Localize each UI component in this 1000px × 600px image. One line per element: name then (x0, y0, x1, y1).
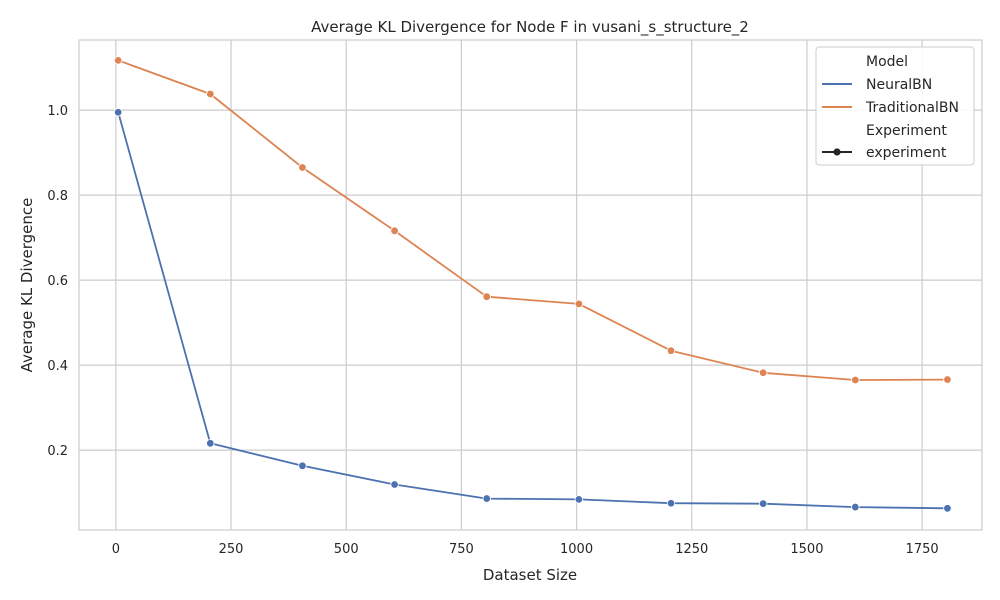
legend-marker-experiment (833, 148, 841, 156)
data-point-neuralbn (206, 439, 215, 448)
x-tick-label: 1000 (560, 542, 593, 557)
x-tick-label: 0 (112, 542, 120, 557)
data-point-traditionalbn (574, 299, 584, 309)
x-tick-label: 250 (219, 542, 244, 557)
data-point-traditionalbn (943, 375, 952, 384)
data-point-neuralbn (390, 480, 399, 489)
series-line-traditionalbn (117, 59, 948, 381)
chart-title: Average KL Divergence for Node F in vusa… (311, 18, 749, 37)
x-tick-label: 1750 (906, 542, 939, 557)
series-layer (113, 56, 952, 513)
data-point-traditionalbn (298, 163, 307, 172)
data-point-traditionalbn (482, 292, 491, 301)
y-tick-label: 0.2 (47, 444, 68, 459)
legend-experiment-title: Experiment (866, 123, 947, 139)
legend-model-title: Model (866, 54, 908, 70)
legend: Model NeuralBN TraditionalBN Experiment … (815, 46, 975, 166)
x-tick-label: 1250 (675, 542, 708, 557)
data-point-neuralbn (943, 504, 952, 513)
data-point-traditionalbn (113, 56, 123, 65)
data-point-traditionalbn (206, 89, 215, 99)
plot-frame (78, 39, 983, 531)
data-point-traditionalbn (851, 375, 860, 385)
legend-box (815, 46, 975, 166)
y-tick-label: 0.6 (47, 274, 68, 289)
x-tick-label: 1500 (790, 542, 823, 557)
data-point-traditionalbn (666, 346, 676, 355)
data-point-neuralbn (113, 108, 123, 117)
data-point-neuralbn (574, 495, 584, 504)
series-line-neuralbn (117, 111, 948, 510)
x-tick-label: 500 (334, 542, 359, 557)
data-point-neuralbn (758, 499, 768, 508)
x-axis-label: Dataset Size (483, 566, 577, 584)
y-tick-label: 0.4 (47, 359, 68, 374)
ticks: 0 250 500 750 1000 1250 1500 1750 0.2 0.4 0.6 0.8 1.… (47, 104, 938, 557)
legend-label-neuralbn: NeuralBN (866, 77, 932, 93)
data-point-neuralbn (666, 499, 676, 508)
y-axis-label: Average KL Divergence (18, 198, 36, 373)
legend-label-experiment: experiment (866, 145, 947, 161)
legend-label-traditionalbn: TraditionalBN (865, 100, 959, 116)
y-tick-label: 1.0 (47, 104, 68, 119)
data-point-traditionalbn (758, 368, 768, 377)
y-tick-label: 0.8 (47, 189, 68, 204)
data-point-neuralbn (482, 494, 491, 503)
data-point-neuralbn (851, 502, 860, 512)
data-point-traditionalbn (390, 226, 399, 236)
data-point-neuralbn (298, 461, 307, 471)
x-tick-label: 750 (449, 542, 474, 557)
